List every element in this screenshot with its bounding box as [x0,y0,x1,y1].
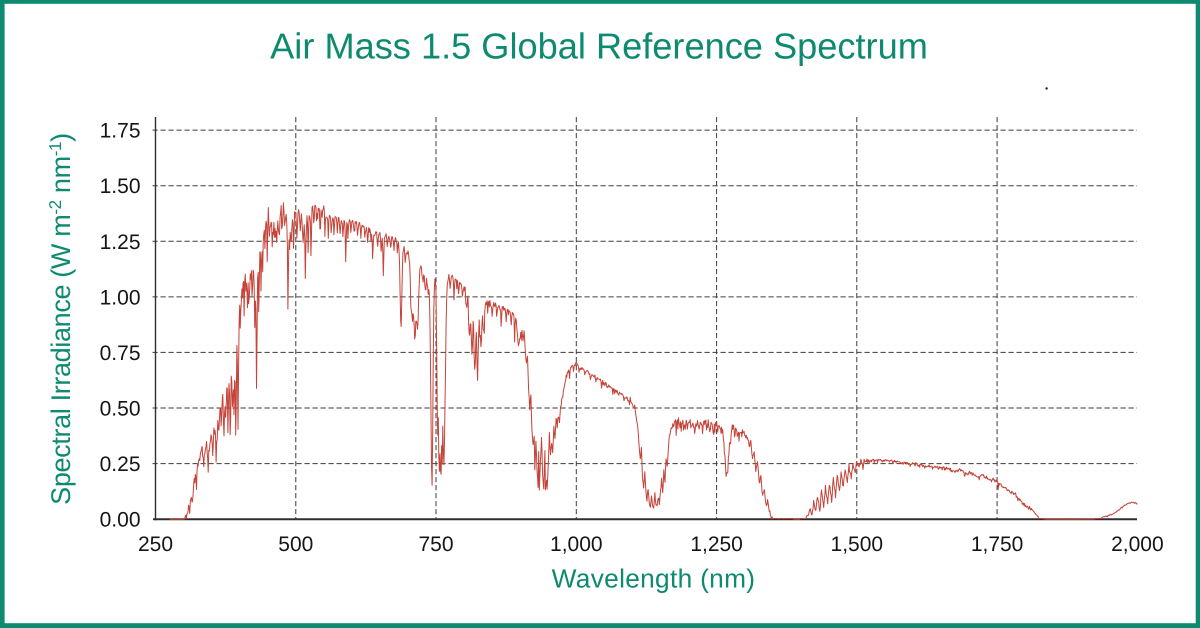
svg-text:1.00: 1.00 [100,286,141,309]
svg-text:1,250: 1,250 [690,533,743,556]
svg-text:Air Mass 1.5 Global Reference: Air Mass 1.5 Global Reference Spectrum [270,26,928,67]
svg-text:500: 500 [278,533,313,556]
svg-text:0.50: 0.50 [100,398,141,421]
svg-text:1.50: 1.50 [100,175,141,198]
svg-text:250: 250 [138,533,173,556]
svg-text:1,750: 1,750 [971,533,1024,556]
svg-text:Wavelength (nm): Wavelength (nm) [552,564,756,594]
svg-text:1.75: 1.75 [100,120,141,143]
svg-text:2,000: 2,000 [1111,533,1164,556]
svg-text:750: 750 [418,533,453,556]
svg-text:1,500: 1,500 [831,533,884,556]
svg-text:Spectral Irradiance (W m-2 nm-: Spectral Irradiance (W m-2 nm-1) [46,133,76,505]
svg-text:0.75: 0.75 [100,342,141,365]
svg-text:1.25: 1.25 [100,231,141,254]
svg-text:0.25: 0.25 [100,453,141,476]
svg-text:1,000: 1,000 [550,533,603,556]
svg-text:0.00: 0.00 [100,509,141,532]
